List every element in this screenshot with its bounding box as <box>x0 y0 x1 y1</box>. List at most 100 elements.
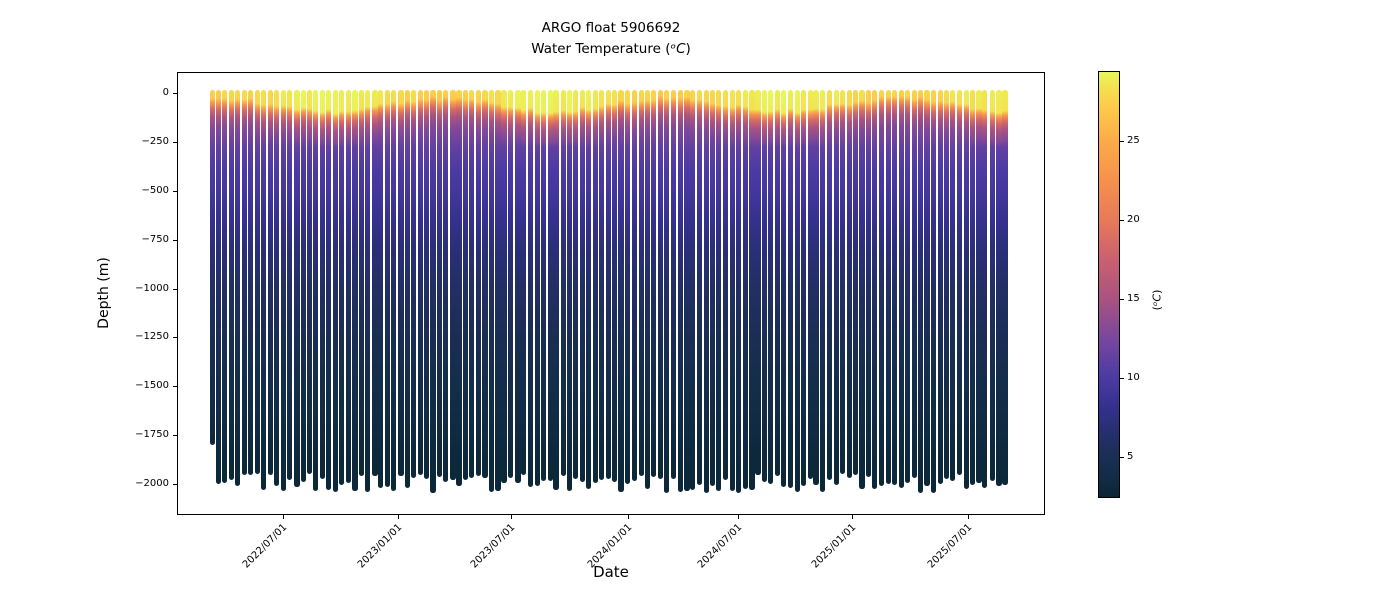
temperature-profile <box>209 90 215 446</box>
colorbar-tick-mark <box>1120 298 1124 300</box>
temperature-profile <box>553 90 559 491</box>
temperature-profile <box>540 90 547 481</box>
temperature-profile <box>306 90 312 475</box>
temperature-profile <box>404 90 410 489</box>
colorbar-tick-label: 5 <box>1127 450 1134 462</box>
temperature-profile <box>234 90 240 486</box>
temperature-profile <box>495 90 501 491</box>
temperature-profile <box>359 90 365 476</box>
x-axis-label: Date <box>593 563 629 581</box>
temperature-profile <box>475 90 481 477</box>
temperature-profile <box>787 90 793 488</box>
x-tick-mark <box>968 515 969 519</box>
y-tick-mark <box>173 190 177 192</box>
y-tick-mark <box>173 141 177 143</box>
colorbar-tick-mark <box>1120 140 1124 142</box>
temperature-profile <box>631 90 637 482</box>
x-tick-mark <box>738 515 739 519</box>
temperature-profile <box>742 90 748 489</box>
temperature-profile <box>436 90 443 478</box>
temperature-profile <box>286 90 293 480</box>
y-tick-label: −2000 <box>135 478 169 489</box>
temperature-profile <box>749 90 755 491</box>
colorbar-tick-mark <box>1120 219 1124 221</box>
y-tick-mark <box>173 288 177 290</box>
temperature-profile <box>872 90 878 489</box>
y-tick-label: −250 <box>141 135 169 147</box>
temperature-profile <box>716 90 722 492</box>
colorbar-tick-mark <box>1120 456 1124 458</box>
temperature-profile <box>937 90 943 484</box>
temperature-profile <box>780 90 787 488</box>
temperature-profile <box>364 90 371 492</box>
temperature-profile <box>853 90 859 476</box>
temperature-profile <box>735 90 742 493</box>
temperature-profile <box>840 90 846 475</box>
temperature-profile <box>996 90 1002 486</box>
temperature-profile <box>722 90 729 481</box>
temperature-profile <box>391 90 397 492</box>
temperature-profile <box>878 90 885 486</box>
temperature-profile <box>989 90 995 482</box>
temperature-profile <box>969 90 976 486</box>
temperature-profile <box>378 90 384 488</box>
x-tick-mark <box>283 515 284 519</box>
temperature-profile <box>312 90 319 492</box>
temperature-profile <box>943 90 950 479</box>
y-tick-mark <box>173 337 177 339</box>
temperature-profile <box>384 90 390 487</box>
temperature-profile <box>885 90 891 485</box>
temperature-profile <box>267 90 274 475</box>
temperature-profile <box>963 90 969 489</box>
temperature-profile <box>976 90 982 484</box>
temperature-profile <box>320 90 326 480</box>
chart-title-line1: ARGO float 5906692 <box>541 20 681 36</box>
temperature-profile <box>917 90 923 494</box>
temperature-profile <box>663 90 670 493</box>
temperature-profile <box>774 90 780 477</box>
temperature-profile <box>248 90 254 476</box>
temperature-profile <box>911 90 917 478</box>
temperature-profile <box>215 90 221 485</box>
temperature-profile <box>767 90 774 484</box>
temperature-profile <box>703 90 710 493</box>
x-tick-mark <box>628 515 629 519</box>
temperature-profile <box>819 90 826 492</box>
temperature-profile <box>579 90 586 483</box>
temperature-profile <box>800 90 806 487</box>
y-tick-mark <box>173 435 177 437</box>
colorbar-label: (ᵒC) <box>1150 289 1164 311</box>
temperature-profile <box>300 90 307 483</box>
chart-title-line2: Water Temperature (ᵒC) <box>531 41 691 57</box>
temperature-profile <box>528 90 534 488</box>
temperature-profile <box>228 90 234 480</box>
temperature-profile <box>644 90 651 490</box>
scatter-profiles-layer <box>178 73 1044 514</box>
temperature-profile <box>254 90 260 475</box>
temperature-profile <box>807 90 813 479</box>
temperature-profile <box>325 90 332 490</box>
y-tick-label: 0 <box>162 87 169 98</box>
temperature-profile <box>456 90 462 486</box>
temperature-profile <box>411 90 417 478</box>
temperature-profile <box>423 90 429 480</box>
temperature-profile <box>677 90 684 493</box>
temperature-profile <box>650 90 657 478</box>
y-axis-label: Depth (m) <box>96 257 112 329</box>
colorbar-tick-label: 10 <box>1127 371 1140 383</box>
y-tick-label: −500 <box>141 184 169 196</box>
temperature-profile <box>482 90 488 478</box>
temperature-profile <box>833 90 839 486</box>
temperature-profile <box>261 90 267 490</box>
temperature-profile <box>443 90 449 483</box>
temperature-profile <box>684 90 690 491</box>
temperature-profile <box>638 90 645 476</box>
colorbar-tick-mark <box>1120 377 1124 379</box>
temperature-profile <box>346 90 352 483</box>
temperature-profile <box>1002 90 1008 485</box>
temperature-profile <box>242 90 248 475</box>
y-tick-mark <box>173 386 177 388</box>
colorbar-tick-label: 20 <box>1127 213 1140 225</box>
y-tick-mark <box>173 93 177 94</box>
temperature-profile <box>618 90 624 493</box>
